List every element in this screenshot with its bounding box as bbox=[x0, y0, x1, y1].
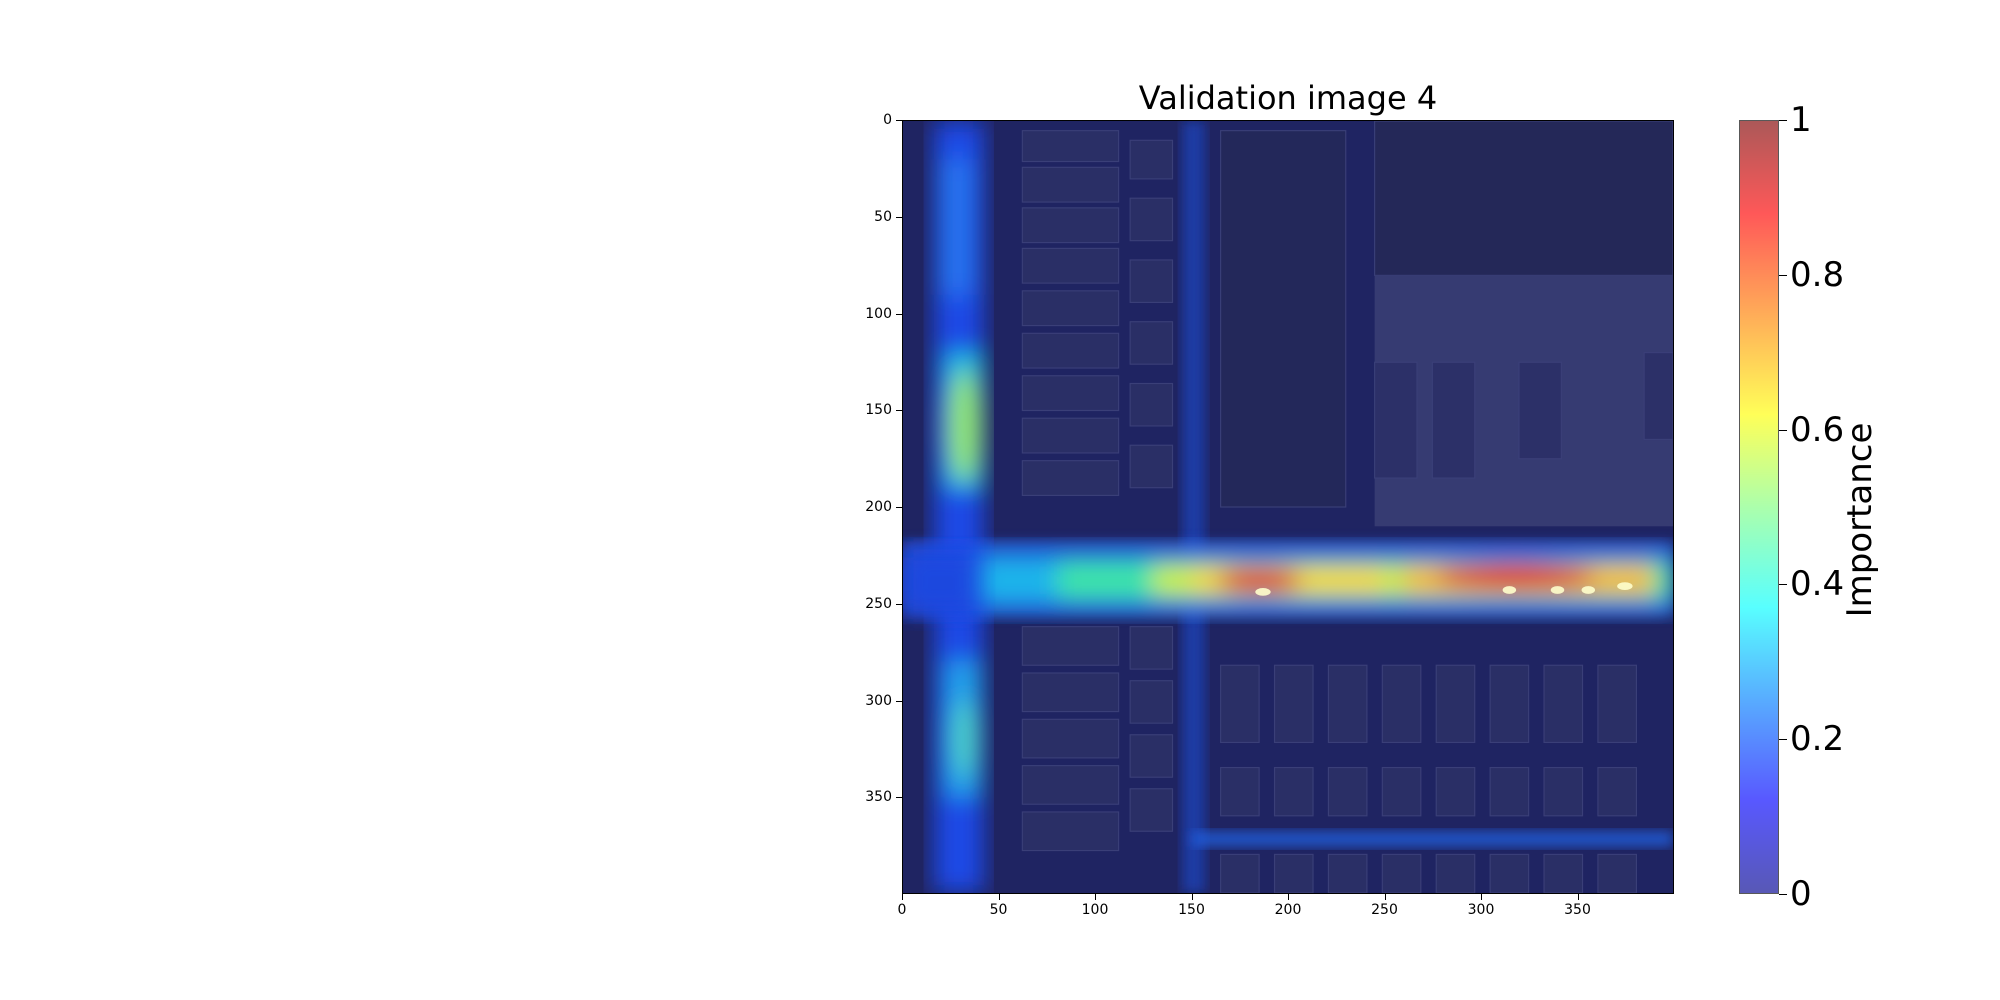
colorbar-tick-mark bbox=[1779, 894, 1787, 895]
x-tick-label: 300 bbox=[1467, 902, 1495, 918]
y-tick-label: 150 bbox=[865, 402, 892, 419]
y-tick-mark bbox=[896, 313, 902, 315]
x-tick-label: 100 bbox=[1081, 902, 1109, 918]
colorbar-tick-mark bbox=[1779, 739, 1787, 741]
x-tick-mark bbox=[1577, 894, 1579, 900]
colorbar bbox=[1739, 120, 1779, 894]
x-tick-label: 200 bbox=[1274, 902, 1302, 918]
figure-title: Validation image 4 bbox=[1138, 79, 1438, 117]
y-tick-mark bbox=[896, 797, 902, 799]
x-tick-mark bbox=[1288, 894, 1289, 900]
colorbar-label: Importance bbox=[1840, 422, 1880, 618]
x-tick-label: 250 bbox=[1371, 902, 1398, 918]
colorbar-tick-label: 0.6 bbox=[1790, 409, 1845, 450]
x-tick-label: 0 bbox=[897, 902, 907, 918]
y-tick-mark bbox=[896, 410, 902, 412]
y-tick-label: 350 bbox=[865, 789, 892, 806]
colorbar-tick-label: 0.4 bbox=[1790, 564, 1845, 605]
x-tick-label: 150 bbox=[1178, 902, 1205, 918]
y-tick-label: 50 bbox=[874, 208, 892, 225]
y-tick-mark bbox=[896, 603, 902, 605]
aerial-heatmap-overlay bbox=[903, 121, 1673, 893]
x-tick-label: 50 bbox=[989, 902, 1008, 918]
colorbar-tick-label: 0.8 bbox=[1790, 254, 1845, 295]
heatmap-image bbox=[902, 120, 1674, 894]
colorbar-tick-mark bbox=[1779, 274, 1787, 276]
x-tick-mark bbox=[902, 894, 903, 900]
y-tick-mark bbox=[896, 700, 902, 702]
colorbar-tick-label: 1 bbox=[1790, 100, 1812, 140]
colorbar-tick-label: 0.2 bbox=[1790, 719, 1845, 760]
x-tick-mark bbox=[1384, 894, 1386, 900]
x-tick-mark bbox=[1095, 894, 1096, 900]
x-tick-mark bbox=[1191, 894, 1193, 900]
x-tick-mark bbox=[998, 894, 1000, 900]
y-tick-label: 300 bbox=[865, 692, 892, 709]
colorbar-tick-mark bbox=[1779, 429, 1787, 431]
y-tick-label: 250 bbox=[865, 595, 892, 612]
colorbar-tick-label: 0 bbox=[1790, 874, 1812, 914]
colorbar-tick-mark bbox=[1779, 120, 1787, 121]
y-tick-label: 200 bbox=[865, 499, 892, 515]
y-tick-mark bbox=[896, 216, 902, 218]
y-tick-mark bbox=[896, 120, 902, 121]
x-tick-label: 350 bbox=[1564, 902, 1591, 918]
colorbar-tick-mark bbox=[1779, 584, 1787, 586]
x-tick-mark bbox=[1481, 894, 1482, 900]
y-tick-label: 0 bbox=[883, 112, 892, 128]
y-tick-mark bbox=[896, 507, 902, 508]
y-tick-label: 100 bbox=[865, 305, 892, 322]
